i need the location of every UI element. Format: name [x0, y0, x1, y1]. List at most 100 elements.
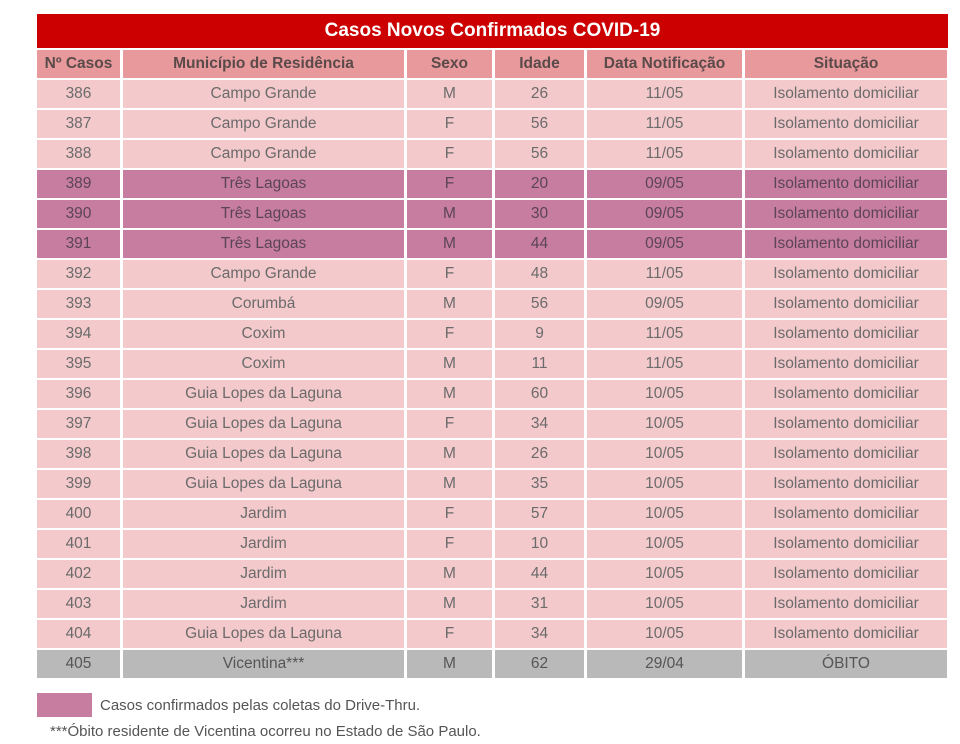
cell-data: 10/05 [587, 380, 742, 408]
cell-n: 401 [37, 530, 120, 558]
cell-idade: 10 [495, 530, 584, 558]
header-municipio: Município de Residência [123, 50, 404, 78]
cell-idade: 26 [495, 80, 584, 108]
cell-data: 11/05 [587, 80, 742, 108]
header-row: Nº Casos Município de Residência Sexo Id… [37, 50, 948, 78]
cell-n: 399 [37, 470, 120, 498]
cell-sexo: M [407, 80, 492, 108]
header-situacao: Situação [745, 50, 947, 78]
cell-data: 11/05 [587, 140, 742, 168]
cell-n: 386 [37, 80, 120, 108]
cell-sexo: F [407, 530, 492, 558]
cell-sexo: M [407, 200, 492, 228]
table-row: 391 Três Lagoas M 44 09/05 Isolamento domicil… [37, 230, 948, 258]
table-row: 401 Jardim F 10 10/05 Isolamento domiciliar [37, 530, 948, 558]
cell-n: 391 [37, 230, 120, 258]
cell-sexo: F [407, 320, 492, 348]
cell-n: 404 [37, 620, 120, 648]
cases-table: Casos Novos Confirmados COVID-19 Nº Caso… [37, 14, 948, 678]
cell-data: 09/05 [587, 170, 742, 198]
cell-n: 396 [37, 380, 120, 408]
cell-idade: 56 [495, 290, 584, 318]
cell-situacao: Isolamento domiciliar [745, 140, 947, 168]
cell-municipio: Guia Lopes da Laguna [123, 410, 404, 438]
cell-sexo: F [407, 620, 492, 648]
cell-sexo: F [407, 140, 492, 168]
cell-data: 10/05 [587, 530, 742, 558]
cell-idade: 26 [495, 440, 584, 468]
cell-situacao: Isolamento domiciliar [745, 530, 947, 558]
cell-situacao: ÓBITO [745, 650, 947, 678]
table-row: 398 Guia Lopes da Laguna M 26 10/05 Isolament… [37, 440, 948, 468]
cell-sexo: M [407, 290, 492, 318]
cell-n: 393 [37, 290, 120, 318]
cell-municipio: Jardim [123, 590, 404, 618]
table-row: 399 Guia Lopes da Laguna M 35 10/05 Isolament… [37, 470, 948, 498]
cell-data: 10/05 [587, 410, 742, 438]
cell-n: 403 [37, 590, 120, 618]
cell-idade: 34 [495, 410, 584, 438]
cell-municipio: Campo Grande [123, 110, 404, 138]
cell-situacao: Isolamento domiciliar [745, 200, 947, 228]
cell-n: 389 [37, 170, 120, 198]
table-row: 403 Jardim M 31 10/05 Isolamento domiciliar [37, 590, 948, 618]
cell-situacao: Isolamento domiciliar [745, 80, 947, 108]
cell-n: 405 [37, 650, 120, 678]
table-row: 389 Três Lagoas F 20 09/05 Isolamento domicil… [37, 170, 948, 198]
cell-idade: 31 [495, 590, 584, 618]
table-row: 392 Campo Grande F 48 11/05 Isolamento domici… [37, 260, 948, 288]
cell-situacao: Isolamento domiciliar [745, 260, 947, 288]
cell-data: 09/05 [587, 200, 742, 228]
cell-idade: 56 [495, 140, 584, 168]
cell-municipio: Três Lagoas [123, 200, 404, 228]
cell-situacao: Isolamento domiciliar [745, 320, 947, 348]
cell-sexo: F [407, 170, 492, 198]
cell-municipio: Guia Lopes da Laguna [123, 380, 404, 408]
cell-municipio: Corumbá [123, 290, 404, 318]
table-row: 400 Jardim F 57 10/05 Isolamento domiciliar [37, 500, 948, 528]
cell-n: 392 [37, 260, 120, 288]
cell-sexo: M [407, 440, 492, 468]
table-row: 405 Vicentina*** M 62 29/04 ÓBITO [37, 650, 948, 678]
cell-idade: 20 [495, 170, 584, 198]
cell-data: 29/04 [587, 650, 742, 678]
table-row: 386 Campo Grande M 26 11/05 Isolamento domici… [37, 80, 948, 108]
cell-sexo: M [407, 590, 492, 618]
cell-municipio: Jardim [123, 500, 404, 528]
cell-situacao: Isolamento domiciliar [745, 620, 947, 648]
cell-municipio: Coxim [123, 350, 404, 378]
cell-municipio: Campo Grande [123, 260, 404, 288]
cell-municipio: Jardim [123, 530, 404, 558]
header-sexo: Sexo [407, 50, 492, 78]
cell-municipio: Guia Lopes da Laguna [123, 470, 404, 498]
cell-data: 10/05 [587, 470, 742, 498]
cell-idade: 34 [495, 620, 584, 648]
cell-data: 10/05 [587, 620, 742, 648]
cell-situacao: Isolamento domiciliar [745, 380, 947, 408]
cell-data: 11/05 [587, 320, 742, 348]
cell-situacao: Isolamento domiciliar [745, 290, 947, 318]
cell-municipio: Três Lagoas [123, 170, 404, 198]
header-data: Data Notificação [587, 50, 742, 78]
table-row: 388 Campo Grande F 56 11/05 Isolamento domici… [37, 140, 948, 168]
cell-situacao: Isolamento domiciliar [745, 410, 947, 438]
table-row: 387 Campo Grande F 56 11/05 Isolamento domici… [37, 110, 948, 138]
cell-n: 400 [37, 500, 120, 528]
cell-idade: 57 [495, 500, 584, 528]
cell-sexo: F [407, 260, 492, 288]
table-row: 396 Guia Lopes da Laguna M 60 10/05 Isolament… [37, 380, 948, 408]
table-row: 404 Guia Lopes da Laguna F 34 10/05 Isolament… [37, 620, 948, 648]
table-row: 393 Corumbá M 56 09/05 Isolamento domiciliar [37, 290, 948, 318]
cell-municipio: Campo Grande [123, 140, 404, 168]
cell-sexo: M [407, 650, 492, 678]
cell-sexo: F [407, 110, 492, 138]
table-row: 395 Coxim M 11 11/05 Isolamento domiciliar [37, 350, 948, 378]
cell-data: 09/05 [587, 290, 742, 318]
cell-municipio: Três Lagoas [123, 230, 404, 258]
cell-idade: 9 [495, 320, 584, 348]
cell-data: 11/05 [587, 110, 742, 138]
table-row: 394 Coxim F 9 11/05 Isolamento domiciliar [37, 320, 948, 348]
cell-sexo: M [407, 230, 492, 258]
cell-data: 11/05 [587, 260, 742, 288]
cell-idade: 44 [495, 230, 584, 258]
